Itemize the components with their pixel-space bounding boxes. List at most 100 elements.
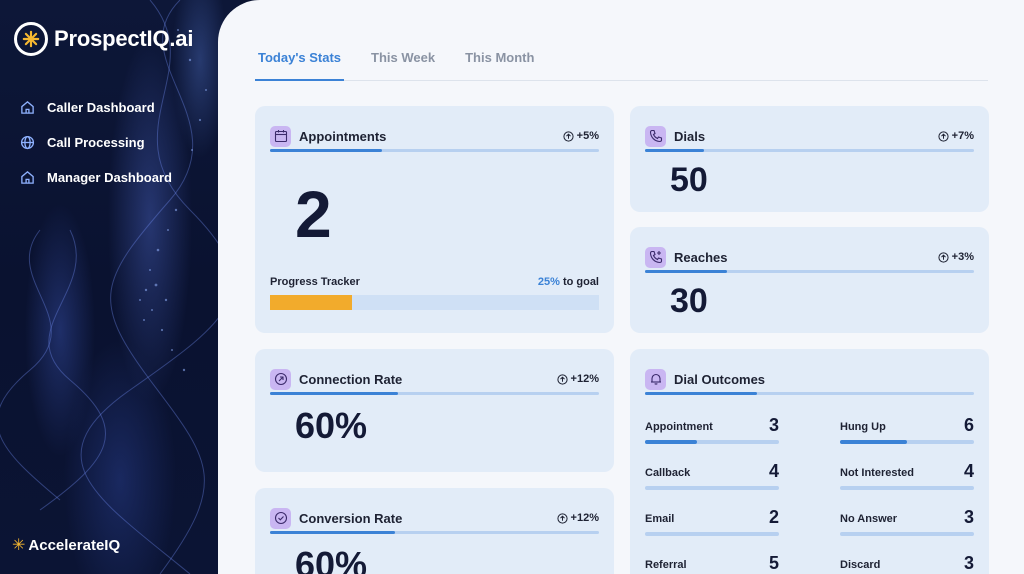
arrow-up-circle-icon: [938, 130, 949, 142]
outcome-value: 6: [963, 415, 974, 435]
outcome-value: 2: [768, 507, 779, 527]
sidebar-item-label: Call Processing: [47, 135, 145, 150]
outcome-bar: [840, 440, 974, 444]
card-title: Conversion Rate: [299, 510, 403, 526]
card-title: Dials: [674, 128, 706, 144]
outcome-label: Email: [645, 513, 675, 525]
conversion-rate-value: 60%: [295, 544, 368, 574]
progress-goal-text: 25% to goal: [538, 276, 599, 288]
outcome-bar: [840, 532, 974, 536]
delta-value: +12%: [570, 373, 599, 385]
outcome-bar: [840, 486, 974, 490]
accelerateiq-text: AccelerateIQ: [28, 536, 121, 554]
sidebar: ProspectIQ.ai Caller Dashboard Call Proc…: [0, 0, 240, 574]
arrow-up-circle-icon: [556, 512, 568, 524]
appointments-card: Appointments +5% 2 Progress Tracker 25% …: [255, 106, 614, 333]
progress-tracker-label: Progress Tracker: [270, 276, 360, 288]
sidebar-item-label: Manager Dashboard: [47, 170, 172, 185]
outcome-label: Not Interested: [840, 467, 914, 479]
phone-icon: [645, 125, 666, 147]
tab-todays-stats[interactable]: Today's Stats: [255, 46, 345, 81]
sidebar-item-call-processing[interactable]: Call Processing: [20, 125, 172, 160]
progress-percent: 25%: [537, 276, 560, 288]
bar-fill: [645, 392, 757, 395]
outcome-value: 5: [768, 553, 779, 573]
appointments-value: 2: [295, 177, 332, 251]
arrow-up-circle-icon: [556, 373, 568, 385]
delta-value: +12%: [570, 512, 599, 524]
dials-value: 50: [670, 161, 708, 199]
outcome-label: No Answer: [840, 513, 898, 525]
delta-badge: +12%: [556, 512, 599, 524]
title-underline: [270, 392, 599, 395]
outcome-label: Discard: [840, 559, 881, 571]
progress-bar-fill: [270, 295, 353, 310]
bar-fill: [840, 440, 907, 444]
delta-badge: +12%: [556, 373, 599, 385]
logo-mark-icon: [14, 22, 48, 56]
outcome-bar: [645, 532, 779, 536]
outcome-value: 4: [768, 461, 779, 481]
tab-this-week[interactable]: This Week: [371, 50, 436, 65]
delta-badge: +5%: [563, 130, 599, 142]
outcome-value: 3: [963, 553, 974, 573]
reaches-value: 30: [670, 282, 708, 320]
title-underline: [645, 392, 974, 395]
card-title: Dial Outcomes: [674, 371, 766, 387]
accelerateiq-brand: ✳ AccelerateIQ: [12, 535, 120, 555]
bar-fill: [645, 149, 705, 152]
sidebar-item-caller-dashboard[interactable]: Caller Dashboard: [20, 90, 172, 125]
outcome-label: Callback: [645, 467, 691, 479]
connection-rate-value: 60%: [295, 405, 368, 446]
arrow-up-circle-icon: [938, 251, 949, 263]
outcome-bar: [645, 440, 779, 444]
card-title: Appointments: [299, 128, 387, 144]
dials-card: Dials +7% 50: [630, 106, 989, 212]
delta-value: +3%: [951, 251, 974, 263]
bar-fill: [645, 440, 698, 444]
outcome-bar: [645, 486, 779, 490]
stats-tabs: Today's Stats This Week This Month: [255, 46, 988, 81]
delta-value: +7%: [951, 130, 974, 142]
main-panel: Today's Stats This Week This Month Appoi…: [218, 0, 1024, 574]
bell-icon: [645, 368, 666, 390]
check-circle-icon: [270, 507, 291, 529]
conversion-rate-card: Conversion Rate +12% 60%: [255, 488, 614, 574]
dna-background-graphic: [0, 0, 233, 574]
reaches-card: Reaches +3% 30: [630, 227, 989, 333]
card-title: Connection Rate: [299, 371, 403, 387]
dial-outcomes-card: Dial Outcomes Appointment 3 Hung Up 6 Ca…: [630, 349, 989, 574]
card-title: Reaches: [674, 249, 728, 265]
delta-badge: +7%: [938, 130, 974, 142]
arrow-up-circle-icon: [563, 130, 574, 142]
globe-icon: [20, 135, 35, 150]
progress-suffix: to goal: [562, 276, 599, 288]
outcome-value: 3: [963, 507, 974, 527]
delta-value: +5%: [576, 130, 599, 142]
arrow-up-right-circle-icon: [270, 368, 291, 390]
home-icon: [21, 101, 34, 114]
prospectiq-logo[interactable]: ProspectIQ.ai: [14, 22, 193, 56]
progress-bar: [270, 295, 599, 310]
connection-rate-card: Connection Rate +12% 60%: [255, 349, 614, 472]
bar-fill: [270, 392, 399, 395]
sidebar-nav: Caller Dashboard Call Processing Manager…: [20, 90, 172, 195]
calendar-icon: [270, 125, 291, 147]
home-icon: [21, 171, 34, 184]
phone-plus-icon: [645, 246, 666, 268]
tab-this-month[interactable]: This Month: [465, 50, 535, 65]
outcome-label: Hung Up: [840, 421, 886, 433]
title-underline: [645, 270, 974, 273]
outcome-label: Appointment: [645, 421, 713, 433]
star-icon: ✳: [12, 537, 26, 554]
bar-fill: [270, 149, 382, 152]
sidebar-item-manager-dashboard[interactable]: Manager Dashboard: [20, 160, 172, 195]
title-underline: [270, 149, 599, 152]
sidebar-item-label: Caller Dashboard: [47, 100, 155, 115]
bar-fill: [645, 270, 728, 273]
outcome-value: 4: [963, 461, 974, 481]
title-underline: [270, 531, 599, 534]
title-underline: [645, 149, 974, 152]
delta-badge: +3%: [938, 251, 974, 263]
logo-text: ProspectIQ.ai: [54, 26, 194, 51]
